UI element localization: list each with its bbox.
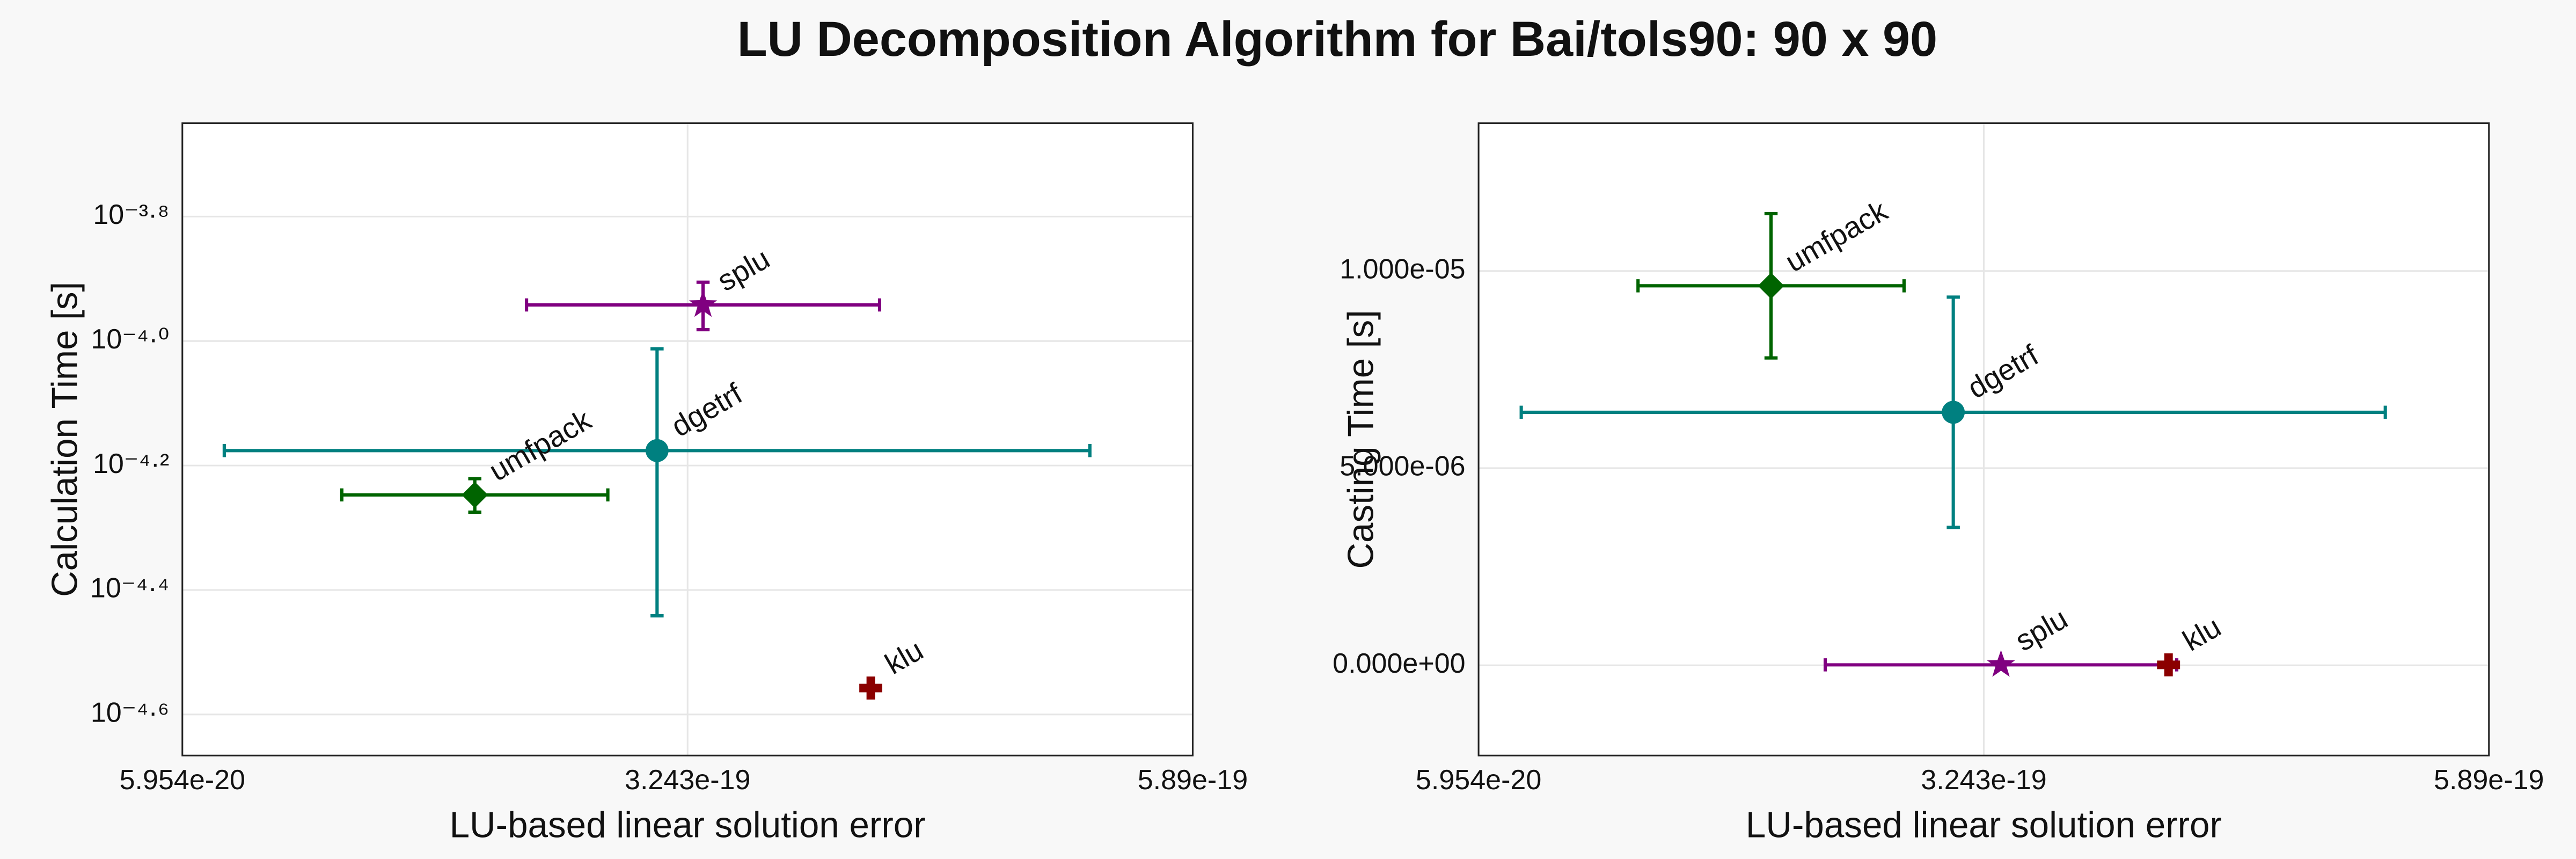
x-axis-label: LU-based linear solution error	[450, 805, 926, 846]
x-tick-label: 5.89e-19	[2434, 765, 2544, 796]
point	[1987, 650, 2015, 677]
y-axis-label: Casting Time [s]	[1341, 310, 1381, 569]
point	[462, 482, 488, 508]
figure-title: LU Decomposition Algorithm for Bai/tols9…	[737, 12, 1938, 67]
point	[1942, 401, 1965, 424]
point	[689, 290, 718, 317]
point	[859, 676, 883, 700]
y-axis-label: Calculation Time [s]	[45, 282, 85, 597]
y-tick-label: 10⁻⁴·⁶	[91, 697, 169, 729]
point	[2157, 653, 2180, 676]
x-tick-label: 5.89e-19	[1138, 765, 1248, 796]
x-tick-label: 5.954e-20	[1416, 765, 1541, 796]
point	[645, 439, 669, 462]
x-tick-label: 5.954e-20	[120, 765, 245, 796]
y-error-bar	[650, 347, 664, 618]
y-tick-label: 10⁻³·⁸	[93, 199, 169, 230]
y-tick-label: 1.000e-05	[1340, 254, 1465, 285]
x-axis-label: LU-based linear solution error	[1746, 805, 2222, 846]
y-tick-label: 10⁻⁴·²	[93, 448, 169, 479]
y-tick-label: 10⁻⁴·⁴	[90, 573, 169, 604]
x-tick-label: 3.243e-19	[625, 765, 750, 796]
x-tick-label: 3.243e-19	[1921, 765, 2046, 796]
y-tick-label: 10⁻⁴·⁰	[91, 324, 169, 355]
y-tick-label: 5.000e-06	[1340, 451, 1465, 482]
plot-frame	[181, 122, 1194, 756]
y-tick-label: 0.000e+00	[1333, 648, 1465, 679]
plot-frame	[1477, 122, 2490, 756]
